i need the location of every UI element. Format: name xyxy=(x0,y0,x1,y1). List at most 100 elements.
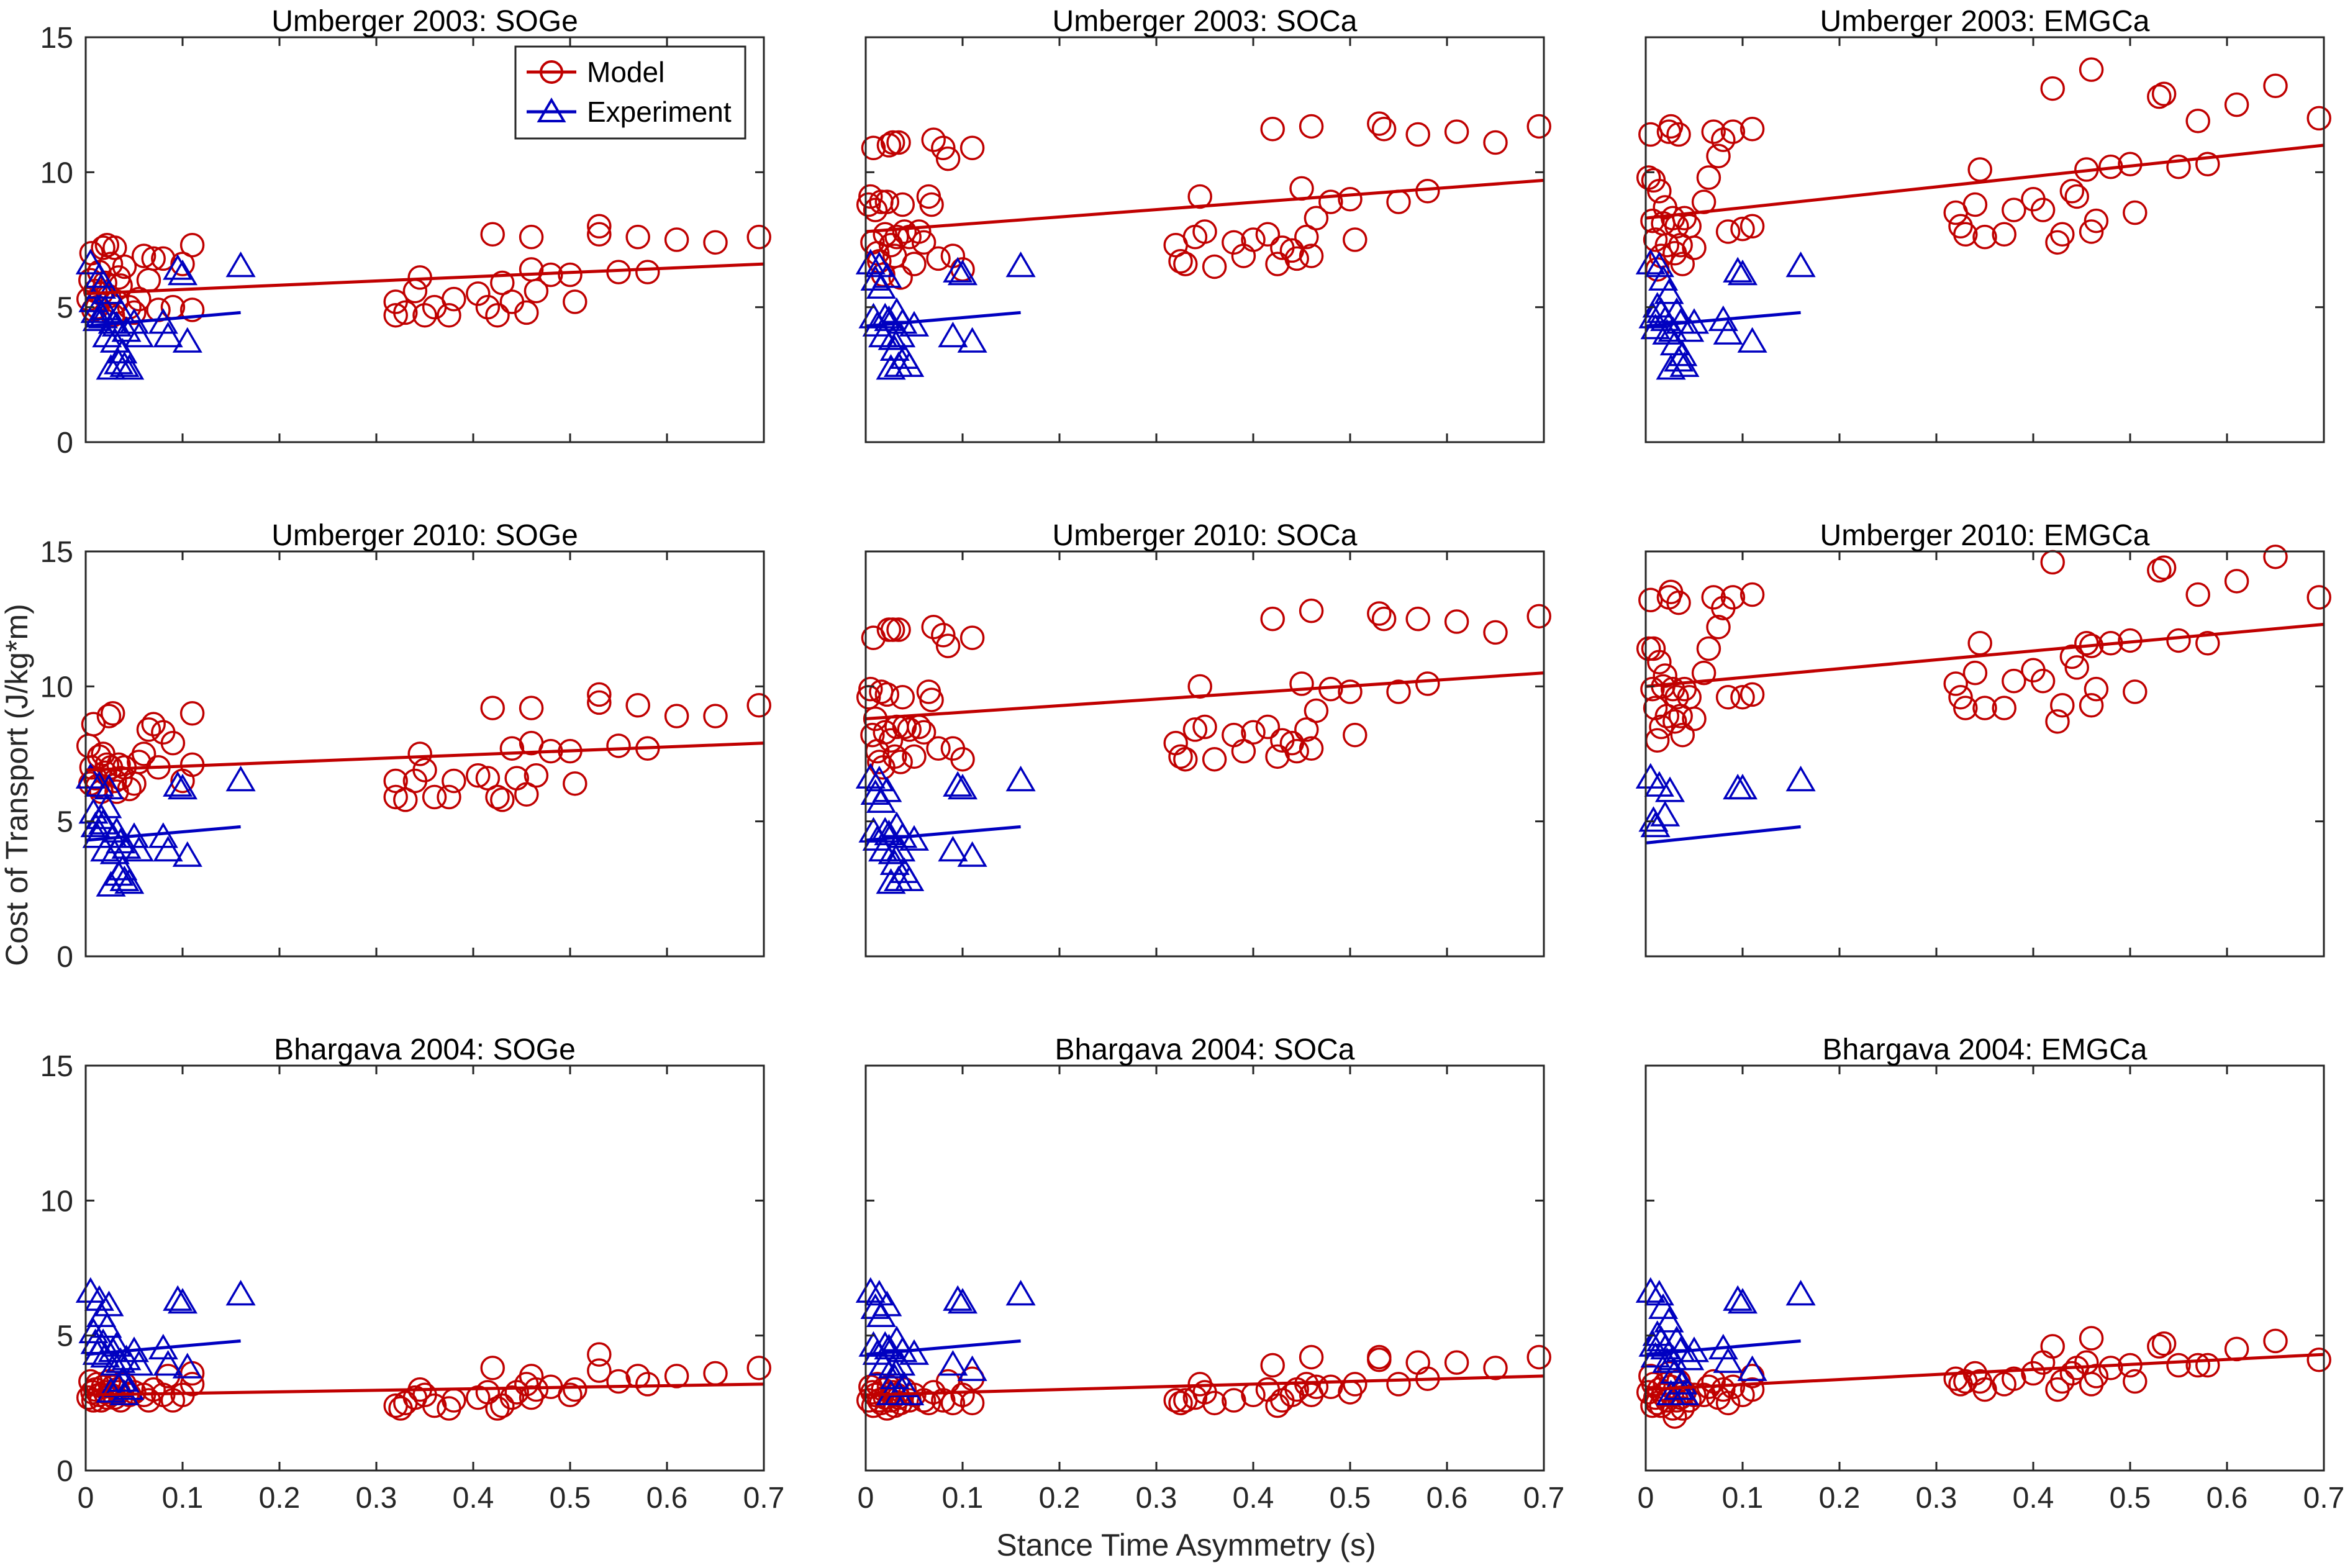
model-point xyxy=(2098,1356,2123,1380)
model-point xyxy=(179,701,205,726)
axes-box xyxy=(84,36,765,443)
model-point xyxy=(1666,122,1691,147)
model-point xyxy=(902,744,927,769)
experiment-point xyxy=(167,260,198,286)
experiment-point xyxy=(172,327,202,353)
model-point xyxy=(2195,152,2220,177)
model-point xyxy=(1720,585,1746,610)
model-point xyxy=(911,720,937,745)
y-tick-label: 0 xyxy=(57,941,73,974)
experiment-point xyxy=(163,1285,193,1311)
model-point xyxy=(1992,222,2016,247)
model-point xyxy=(1953,696,1978,720)
experiment-point xyxy=(114,868,145,894)
model-point xyxy=(1168,744,1193,769)
model-fit-line xyxy=(865,178,1544,233)
experiment-point xyxy=(1713,319,1743,345)
experiment-point xyxy=(90,836,120,862)
model-point xyxy=(2306,1348,2331,1372)
axes-box xyxy=(864,550,1545,958)
model-point xyxy=(1953,222,1978,247)
model-point xyxy=(127,286,152,312)
model-point xyxy=(1715,684,1741,710)
model-point xyxy=(1202,254,1227,279)
model-point xyxy=(160,730,186,756)
model-point xyxy=(1682,1382,1707,1408)
model-point xyxy=(563,1377,587,1402)
model-point xyxy=(664,1364,689,1389)
model-point xyxy=(1289,671,1314,696)
legend: Model Experiment xyxy=(514,45,746,140)
experiment-point xyxy=(109,865,140,892)
model-point xyxy=(151,246,176,271)
model-fit-line xyxy=(85,262,764,296)
model-point xyxy=(1444,119,1469,144)
experiment-fit-line xyxy=(85,310,241,328)
model-point xyxy=(383,784,408,810)
x-tick-label: 0.1 xyxy=(1722,1482,1764,1515)
x-tick-label: 0.3 xyxy=(1916,1482,1957,1515)
model-point xyxy=(131,741,156,766)
model-point xyxy=(856,192,881,217)
model-point xyxy=(475,766,501,791)
model-point xyxy=(2002,1366,2026,1391)
model-point xyxy=(2079,1326,2104,1351)
model-point xyxy=(1255,222,1281,247)
experiment-point xyxy=(943,256,973,283)
model-point xyxy=(1299,736,1324,761)
experiment-point xyxy=(84,262,114,288)
model-point xyxy=(886,617,911,642)
x-tick-label: 0.6 xyxy=(2207,1482,2248,1515)
model-point xyxy=(1658,114,1684,139)
data-layer xyxy=(855,1277,1551,1421)
model-point xyxy=(1739,582,1765,607)
model-point xyxy=(1948,684,1973,710)
plot-area xyxy=(1646,551,2324,956)
model-point xyxy=(1343,227,1368,252)
model-point xyxy=(2074,631,2099,656)
model-point xyxy=(873,720,897,745)
model-point xyxy=(2151,1331,2177,1356)
legend-model-label: Model xyxy=(587,56,664,88)
y-tick-label: 15 xyxy=(40,536,73,569)
model-point xyxy=(1670,722,1695,748)
model-point xyxy=(519,696,544,720)
experiment-point xyxy=(957,327,987,353)
model-point xyxy=(1526,604,1551,629)
panel-bhargava-2004-soca: 0 0.1 0.2 0.3 0.4 0.5 0.6 0.7 Bhargava 2004: SOC… xyxy=(855,1033,1565,1515)
model-point xyxy=(886,130,911,155)
model-point xyxy=(2079,57,2104,82)
experiment-point xyxy=(225,765,256,792)
experiment-point xyxy=(868,322,899,348)
model-point xyxy=(2040,1334,2065,1359)
model-point xyxy=(1367,111,1392,136)
model-point xyxy=(606,733,631,758)
panel-title: Umberger 2003: SOCa xyxy=(1053,5,1358,38)
model-point xyxy=(480,222,505,247)
experiment-point xyxy=(153,836,183,862)
experiment-point xyxy=(1005,1279,1036,1306)
panel-bhargava-2004-emgca: 0 0.1 0.2 0.3 0.4 0.5 0.6 0.7 Bhargava 2004: EMG… xyxy=(1635,1033,2344,1515)
experiment-point xyxy=(1727,1288,1758,1314)
model-point xyxy=(2123,1369,2148,1394)
model-point xyxy=(422,784,447,810)
panel-title: Umberger 2010: SOGe xyxy=(271,519,578,552)
experiment-point xyxy=(94,1290,124,1316)
model-point xyxy=(1444,609,1469,634)
model-point xyxy=(1222,230,1246,255)
model-point xyxy=(876,133,902,158)
experiment-point xyxy=(124,322,154,348)
experiment-point xyxy=(1785,251,1816,278)
panel-title: Umberger 2010: SOCa xyxy=(1053,519,1358,552)
x-tick-label: 0.6 xyxy=(646,1482,688,1515)
x-tick-label: 0.7 xyxy=(1523,1482,1565,1515)
model-point xyxy=(2263,1328,2288,1354)
experiment-point xyxy=(957,1355,987,1381)
x-tick-label: 0.4 xyxy=(2013,1482,2054,1515)
model-point xyxy=(2147,84,2172,109)
model-point xyxy=(1640,208,1665,233)
model-point xyxy=(1444,1350,1469,1375)
model-point xyxy=(2079,219,2104,244)
experiment-point xyxy=(1713,1347,1743,1373)
